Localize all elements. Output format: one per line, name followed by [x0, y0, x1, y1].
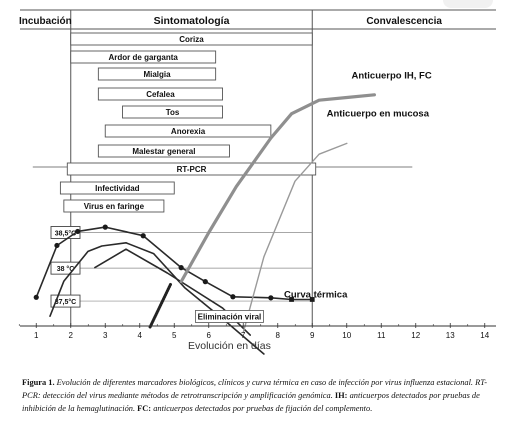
x-tick-label: 13: [446, 331, 455, 340]
x-tick-label: 1: [34, 331, 39, 340]
x-tick-label: 14: [480, 331, 489, 340]
eliminacion-viral-box: [195, 310, 264, 323]
symptom-bar: [70, 32, 313, 46]
symptom-bar: [104, 124, 272, 138]
series-annotation: Eliminación viral: [198, 312, 262, 321]
x-tick-label: 5: [172, 331, 177, 340]
symptom-bar: [70, 50, 217, 64]
caption-fc-label: FC:: [137, 404, 152, 413]
x-axis-title: Evolución en días: [188, 340, 271, 352]
x-tick-label: 12: [411, 331, 420, 340]
caption-ih-text: anticuerpos detectados por pruebas de in…: [22, 391, 480, 413]
symptom-bar-label: Malestar general: [132, 147, 195, 156]
symptom-bar: [63, 199, 165, 213]
x-tick-label: 8: [276, 331, 281, 340]
temperature-point: [75, 228, 81, 235]
temperature-point: [268, 295, 274, 301]
symptom-bar-label: Ardor de garganta: [109, 53, 179, 62]
series-hatched-segment: [148, 282, 173, 329]
x-tick-label: 11: [377, 331, 386, 340]
x-tick-label: 3: [103, 331, 108, 340]
temp-label-box: [50, 294, 81, 308]
symptom-bar-label: Anorexia: [171, 127, 206, 136]
x-tick-label: 6: [207, 331, 212, 340]
symptom-bar: [97, 144, 230, 158]
caption-fc-text: anticuerpos detectados por pruebas de fi…: [153, 404, 373, 413]
symptom-bar: [59, 181, 175, 195]
phase-header-incubation: Incubación: [19, 16, 72, 27]
x-tick-label: 10: [342, 331, 351, 340]
influenza-evolution-chart: Incubación Sintomatología Convalescencia Co…: [18, 9, 496, 355]
corner-tab: [443, 0, 493, 8]
symptom-bar-label: Tos: [166, 108, 180, 117]
series-anticuerpo-en-mucosa: [242, 142, 348, 334]
phase-header-convalescencia: Convalescencia: [366, 16, 442, 27]
series-annotation: Anticuerpo en mucosa: [327, 108, 430, 119]
symptom-bar-label: Infectividad: [95, 184, 140, 193]
temperature-point: [202, 279, 208, 285]
temp-label: 38,5°C: [55, 230, 76, 238]
symptom-bar: [97, 67, 217, 81]
phase-header-sintomatologia: Sintomatología: [154, 15, 230, 27]
temperature-square-marker: [309, 297, 315, 302]
symptom-bar: [122, 105, 224, 119]
temperature-point: [33, 294, 39, 300]
series-annotation: Anticuerpo IH, FC: [351, 71, 431, 82]
x-tick-label: 2: [69, 331, 74, 340]
symptom-bar-label: Virus en faringe: [84, 202, 145, 211]
temperature-point: [54, 242, 60, 249]
symptom-bar-label: Mialgia: [143, 70, 171, 79]
series-annotation: Curva térmica: [284, 289, 348, 300]
symptom-bar-label: Coriza: [179, 35, 204, 44]
symptom-bar: [66, 162, 317, 176]
temp-label: 37,5°C: [55, 298, 76, 306]
x-tick-label: 9: [310, 331, 315, 340]
series-anticuerpo-ih-fc: [179, 93, 376, 284]
symptom-bar-label: RT-PCR: [177, 165, 207, 174]
temperature-point: [140, 233, 146, 239]
temperature-point: [230, 294, 236, 300]
x-tick-label: 4: [138, 331, 143, 340]
figure-label: Figura 1.: [22, 378, 55, 387]
temperature-square-marker: [289, 297, 294, 302]
temp-label: 38 °C: [57, 265, 75, 273]
x-tick-label: 7: [241, 331, 246, 340]
figure-caption: Figura 1. Evolución de diferentes marcad…: [22, 376, 502, 415]
caption-ih-label: IH:: [334, 391, 348, 400]
symptom-bar-label: Cefalea: [146, 90, 175, 99]
caption-line1: Evolución de diferentes marcadores bioló…: [22, 378, 488, 400]
symptom-bar: [97, 87, 223, 101]
temperature-point: [102, 224, 108, 230]
temperature-point: [178, 265, 184, 271]
